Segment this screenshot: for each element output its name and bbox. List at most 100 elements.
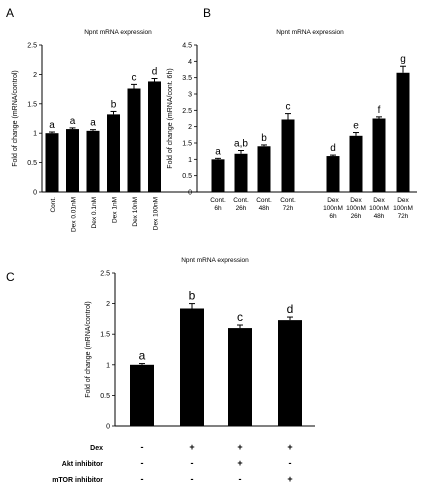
x-tick-label-b: Dex xyxy=(350,197,362,204)
treatment-label: Dex xyxy=(90,445,103,452)
bar xyxy=(130,364,154,426)
chart-title-b: Npnt mRNA expression xyxy=(276,29,344,36)
bar xyxy=(326,156,340,192)
bar xyxy=(372,118,386,192)
bar xyxy=(234,153,248,192)
significance-letter: a xyxy=(70,116,76,127)
significance-letter: a xyxy=(90,118,96,129)
significance-letter: b xyxy=(261,133,267,144)
bar xyxy=(107,114,120,192)
x-tick-label-b: 100nM xyxy=(346,205,366,212)
bar xyxy=(278,320,302,426)
x-tick-label-b: 26h xyxy=(351,213,362,220)
bar xyxy=(228,328,252,426)
significance-letter: d xyxy=(152,67,158,78)
significance-letter: g xyxy=(400,54,406,65)
y-axis-label-c: Fold of change (mRNA/control) xyxy=(85,301,92,397)
y-tick-label-c: 0 xyxy=(106,424,110,431)
x-tick-label-b: Dex xyxy=(373,197,385,204)
x-tick-label-b: 100nM xyxy=(393,205,413,212)
x-tick-label-b: Cont. xyxy=(280,197,296,204)
bar xyxy=(86,130,100,192)
y-tick-label-b: 2.5 xyxy=(182,108,192,115)
y-tick-label-a: 2.5 xyxy=(27,43,37,50)
treatment-sign: - xyxy=(239,474,242,484)
x-tick-label-b: Cont. xyxy=(210,197,226,204)
significance-letter: f xyxy=(378,105,381,116)
significance-letter: b xyxy=(189,289,196,303)
y-tick-label-c: 2.5 xyxy=(100,271,110,278)
x-tick-label-b: 100nM xyxy=(369,205,389,212)
bar xyxy=(349,135,363,192)
significance-letter: e xyxy=(353,121,359,132)
y-tick-label-b: 4 xyxy=(188,59,192,66)
significance-letter: a,b xyxy=(234,139,248,150)
y-tick-label-a: 1 xyxy=(33,131,37,138)
panel-label-b: B xyxy=(203,6,211,20)
x-tick-label-b: Cont. xyxy=(233,197,249,204)
y-axis-label-a: Fold of change (mRNA/control) xyxy=(12,70,19,166)
treatment-sign: - xyxy=(141,474,144,484)
y-tick-label-c: 0.5 xyxy=(100,393,110,400)
bar xyxy=(180,308,204,426)
treatment-sign: + xyxy=(287,474,292,484)
significance-letter: a xyxy=(215,146,221,157)
bar xyxy=(257,146,271,192)
treatment-sign: - xyxy=(141,442,144,452)
treatment-sign: - xyxy=(191,474,194,484)
x-tick-label-b: 48h xyxy=(259,205,270,212)
y-tick-label-b: 3 xyxy=(188,92,192,99)
treatment-sign: - xyxy=(289,458,292,468)
x-tick-label-a: Dex 1nM xyxy=(112,197,119,223)
x-tick-label-a: Dex 100nM xyxy=(153,197,160,230)
y-tick-label-a: 2 xyxy=(33,72,37,79)
bar xyxy=(148,81,161,192)
y-tick-label-b: 4.5 xyxy=(182,43,192,50)
panel-label-c: C xyxy=(6,270,15,284)
y-tick-label-c: 1 xyxy=(106,362,110,369)
significance-letter: c xyxy=(286,102,291,113)
bar xyxy=(396,72,410,192)
significance-letter: a xyxy=(49,120,55,131)
x-tick-label-b: 48h xyxy=(374,213,385,220)
treatment-sign: - xyxy=(191,458,194,468)
significance-letter: d xyxy=(330,143,336,154)
y-tick-label-b: 1.5 xyxy=(182,141,192,148)
x-tick-label-a: Cont. xyxy=(50,197,57,213)
significance-letter: c xyxy=(237,310,243,324)
treatment-sign: + xyxy=(287,442,292,452)
treatment-sign: + xyxy=(189,442,194,452)
y-tick-label-b: 1 xyxy=(188,157,192,164)
y-axis-label-b: Fold of change (mRNA/cont. 6h) xyxy=(167,68,174,168)
y-tick-label-a: 1.5 xyxy=(27,101,37,108)
x-tick-label-b: 26h xyxy=(236,205,247,212)
treatment-sign: - xyxy=(141,458,144,468)
x-tick-label-b: 6h xyxy=(329,213,337,220)
y-tick-label-b: 2 xyxy=(188,124,192,131)
bar xyxy=(45,133,59,192)
x-tick-label-b: Cont. xyxy=(256,197,272,204)
significance-letter: c xyxy=(132,72,137,83)
bar xyxy=(127,88,141,192)
x-tick-label-b: Dex xyxy=(397,197,409,204)
treatment-sign: + xyxy=(237,442,242,452)
y-tick-label-c: 2 xyxy=(106,301,110,308)
y-tick-label-a: 0.5 xyxy=(27,160,37,167)
bar xyxy=(211,159,225,192)
significance-letter: b xyxy=(111,99,117,110)
y-tick-label-b: 3.5 xyxy=(182,75,192,82)
significance-letter: a xyxy=(139,349,146,363)
treatment-label: Akt inhibitor xyxy=(62,461,103,468)
x-tick-label-b: 72h xyxy=(398,213,409,220)
x-tick-label-b: 72h xyxy=(283,205,294,212)
bar xyxy=(66,129,79,192)
x-tick-label-a: Dex 0.01nM xyxy=(71,197,78,232)
x-tick-label-b: 100nM xyxy=(323,205,343,212)
x-tick-label-b: 6h xyxy=(214,205,222,212)
y-tick-label-a: 0 xyxy=(33,190,37,197)
bar xyxy=(281,119,295,192)
x-tick-label-a: Dex 0.1nM xyxy=(91,197,98,228)
chart-title-c: Npnt mRNA expression xyxy=(181,257,249,264)
y-tick-label-b: 0 xyxy=(188,190,192,197)
